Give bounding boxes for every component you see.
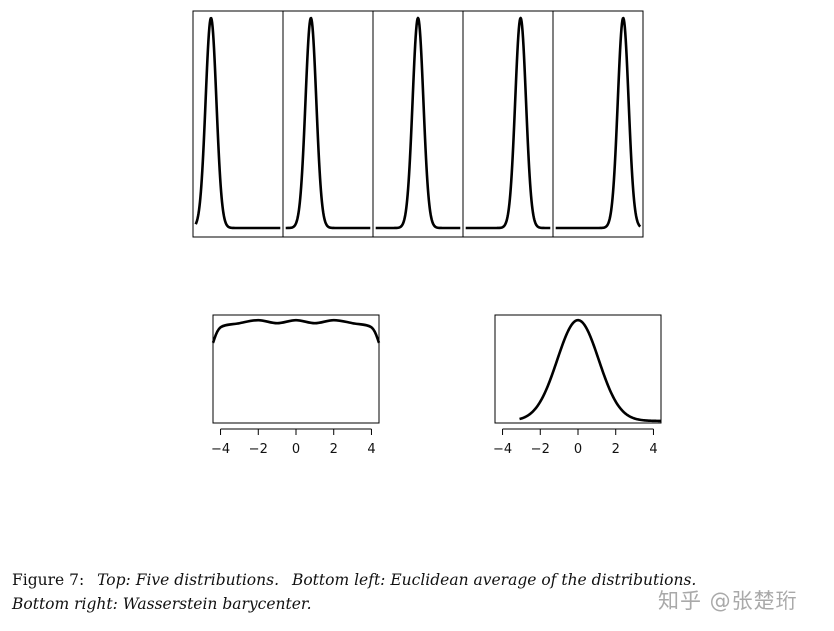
- caption-bottom-left-text: Euclidean average of the distributions.: [390, 571, 697, 589]
- figure-caption: Figure 7: Top: Five distributions. Botto…: [12, 568, 827, 616]
- bottom-left-series-line: [211, 318, 381, 344]
- bottom-right-series-line: [519, 318, 662, 423]
- bottom-right-x-tick-label: 0: [574, 442, 582, 457]
- top-series-line-4: [464, 16, 552, 230]
- watermark: 知乎 @张楚珩: [658, 589, 798, 613]
- caption-bottom-right-label: Bottom right:: [12, 595, 118, 613]
- bottom-right-x-tick-label: 2: [612, 442, 620, 457]
- bottom-left-x-tick-label: 4: [367, 442, 375, 457]
- caption-top-text: Five distributions.: [135, 571, 280, 589]
- bottom-right-frame: [494, 314, 662, 424]
- bottom-right-x-tick-label: −4: [493, 442, 512, 457]
- bottom-left-frame: [212, 314, 380, 424]
- top-series-line-1: [194, 16, 282, 230]
- bottom-left-x-tick-label: −2: [249, 442, 268, 457]
- bottom-left-x-tick-label: −4: [211, 442, 230, 457]
- top-panel-frame-3: [372, 10, 464, 238]
- top-panels: [192, 10, 644, 238]
- bottom-right-panel: −4 −2 0 2 4: [493, 314, 662, 457]
- top-series-line-2: [284, 16, 372, 230]
- bottom-left-x-tick-label: 2: [330, 442, 338, 457]
- bottom-right-x-tick-label: 4: [649, 442, 657, 457]
- top-panel-frame-2: [282, 10, 374, 238]
- bottom-left-x-tick-label: 0: [292, 442, 300, 457]
- bottom-left-panel: −4 −2 0 2 4: [211, 314, 381, 457]
- top-panel-frame-4: [462, 10, 554, 238]
- top-series-line-3: [374, 16, 462, 230]
- top-panel-frame-5: [552, 10, 644, 238]
- bottom-right-x-tick-label: −2: [531, 442, 550, 457]
- caption-figure-label: Figure 7:: [12, 571, 85, 589]
- caption-top-label: Top:: [97, 571, 131, 589]
- top-series-line-5: [554, 16, 642, 230]
- caption-bottom-left-label: Bottom left:: [291, 571, 386, 589]
- caption-bottom-right-text: Wasserstein barycenter.: [122, 595, 312, 613]
- top-panel-frame-1: [192, 10, 284, 238]
